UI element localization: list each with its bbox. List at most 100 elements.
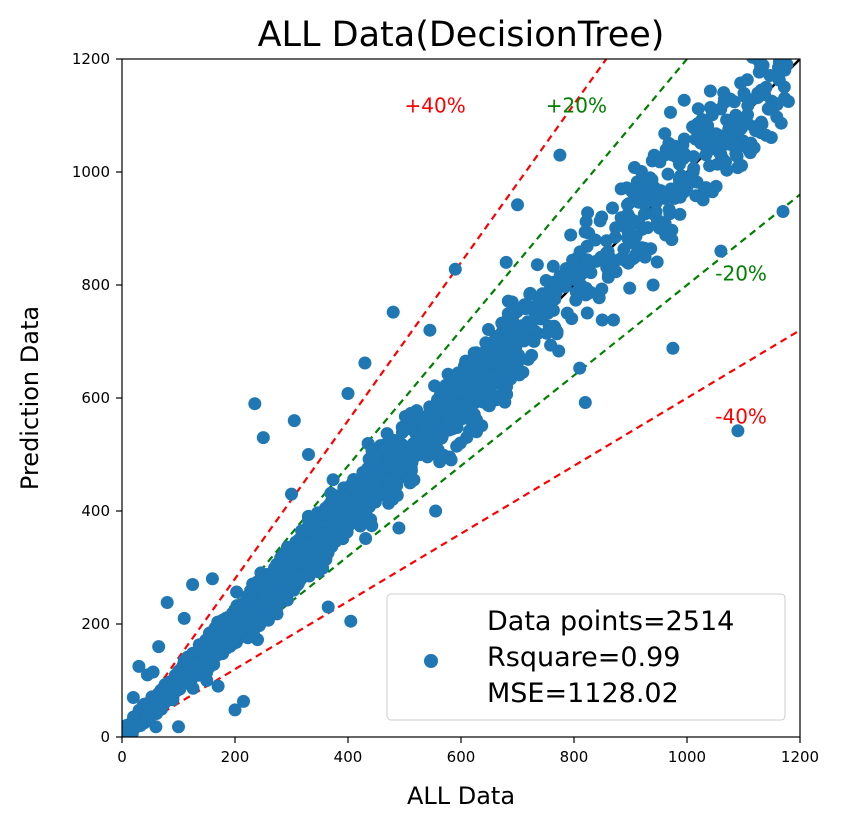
data-point	[774, 116, 788, 130]
data-point	[521, 352, 535, 366]
data-point	[558, 274, 572, 288]
data-point	[395, 425, 409, 439]
x-tick-label: 400	[334, 748, 363, 766]
reference-line	[122, 59, 608, 737]
data-point	[711, 157, 724, 171]
data-point	[740, 73, 754, 87]
x-tick-label: 0	[117, 748, 127, 766]
data-point	[527, 334, 541, 348]
data-point	[569, 285, 583, 299]
x-tick-label: 600	[447, 748, 476, 766]
x-axis: 0 200 400 600 800 1000 1200	[117, 737, 819, 766]
data-point	[230, 585, 244, 599]
data-point	[456, 387, 469, 400]
data-point	[564, 228, 578, 242]
data-point	[677, 93, 691, 107]
data-point	[393, 448, 407, 462]
data-point	[550, 325, 564, 339]
data-point	[731, 424, 745, 438]
y-tick-label: 1200	[72, 50, 110, 68]
data-point	[453, 436, 467, 450]
data-point	[649, 205, 663, 219]
data-point	[699, 148, 713, 162]
data-point	[445, 404, 459, 418]
data-point	[200, 674, 214, 687]
data-point	[573, 245, 587, 259]
data-point	[146, 665, 160, 679]
data-point	[285, 574, 299, 588]
data-point	[386, 305, 400, 319]
data-point	[714, 244, 728, 258]
data-point	[428, 379, 442, 393]
data-point	[127, 711, 141, 724]
data-point	[661, 167, 675, 181]
data-point	[523, 287, 537, 301]
data-point	[673, 157, 686, 171]
data-point	[662, 203, 676, 217]
data-point	[300, 552, 314, 565]
data-point	[392, 521, 406, 535]
data-point	[625, 185, 639, 199]
data-point	[781, 95, 795, 108]
data-point	[248, 397, 262, 411]
data-point	[279, 548, 293, 562]
data-point	[593, 214, 607, 228]
data-point	[402, 472, 416, 486]
reference-line-labels: +40% +20% -20% -40%	[405, 94, 767, 429]
data-point	[160, 596, 174, 609]
data-point	[709, 179, 723, 193]
data-point	[751, 91, 764, 105]
data-point	[126, 691, 140, 704]
data-point	[122, 727, 131, 737]
data-point	[152, 640, 166, 654]
data-point	[382, 496, 396, 510]
data-point	[436, 450, 450, 464]
data-point	[408, 436, 421, 450]
data-point	[364, 513, 378, 526]
data-point	[524, 322, 538, 336]
data-point	[256, 431, 270, 445]
data-point	[429, 504, 443, 518]
data-point	[448, 375, 462, 389]
data-point	[578, 225, 592, 239]
data-point	[196, 639, 210, 653]
data-point	[172, 720, 185, 734]
data-point	[132, 659, 146, 673]
data-point	[544, 338, 558, 352]
data-point	[759, 80, 773, 94]
data-point	[677, 178, 691, 192]
data-point	[448, 262, 462, 276]
data-point	[155, 687, 169, 701]
data-point	[621, 226, 635, 240]
data-point	[495, 344, 509, 358]
data-point	[607, 313, 620, 327]
data-point	[301, 537, 315, 551]
legend-line-1: Data points=2514	[487, 606, 734, 637]
data-point	[177, 611, 191, 625]
data-point	[477, 346, 491, 360]
legend-box	[386, 593, 786, 721]
data-point	[606, 201, 619, 215]
x-tick-label: 1200	[781, 748, 819, 766]
data-point	[444, 390, 458, 404]
data-point	[777, 80, 791, 94]
data-point	[628, 161, 641, 174]
data-point	[246, 627, 260, 641]
data-point	[252, 606, 266, 620]
y-axis-title: Prediction Data	[16, 306, 44, 490]
data-point	[463, 424, 476, 438]
data-point	[324, 486, 338, 500]
data-point	[756, 59, 770, 72]
legend-line-3: MSE=1128.02	[487, 678, 679, 709]
data-point	[622, 197, 636, 211]
data-point	[646, 278, 660, 292]
data-point	[746, 59, 759, 64]
data-point	[653, 155, 667, 169]
data-point	[206, 652, 220, 666]
data-point	[595, 313, 609, 327]
data-point	[595, 282, 609, 296]
data-point	[703, 84, 717, 98]
data-point	[522, 301, 536, 315]
data-point	[301, 509, 315, 523]
